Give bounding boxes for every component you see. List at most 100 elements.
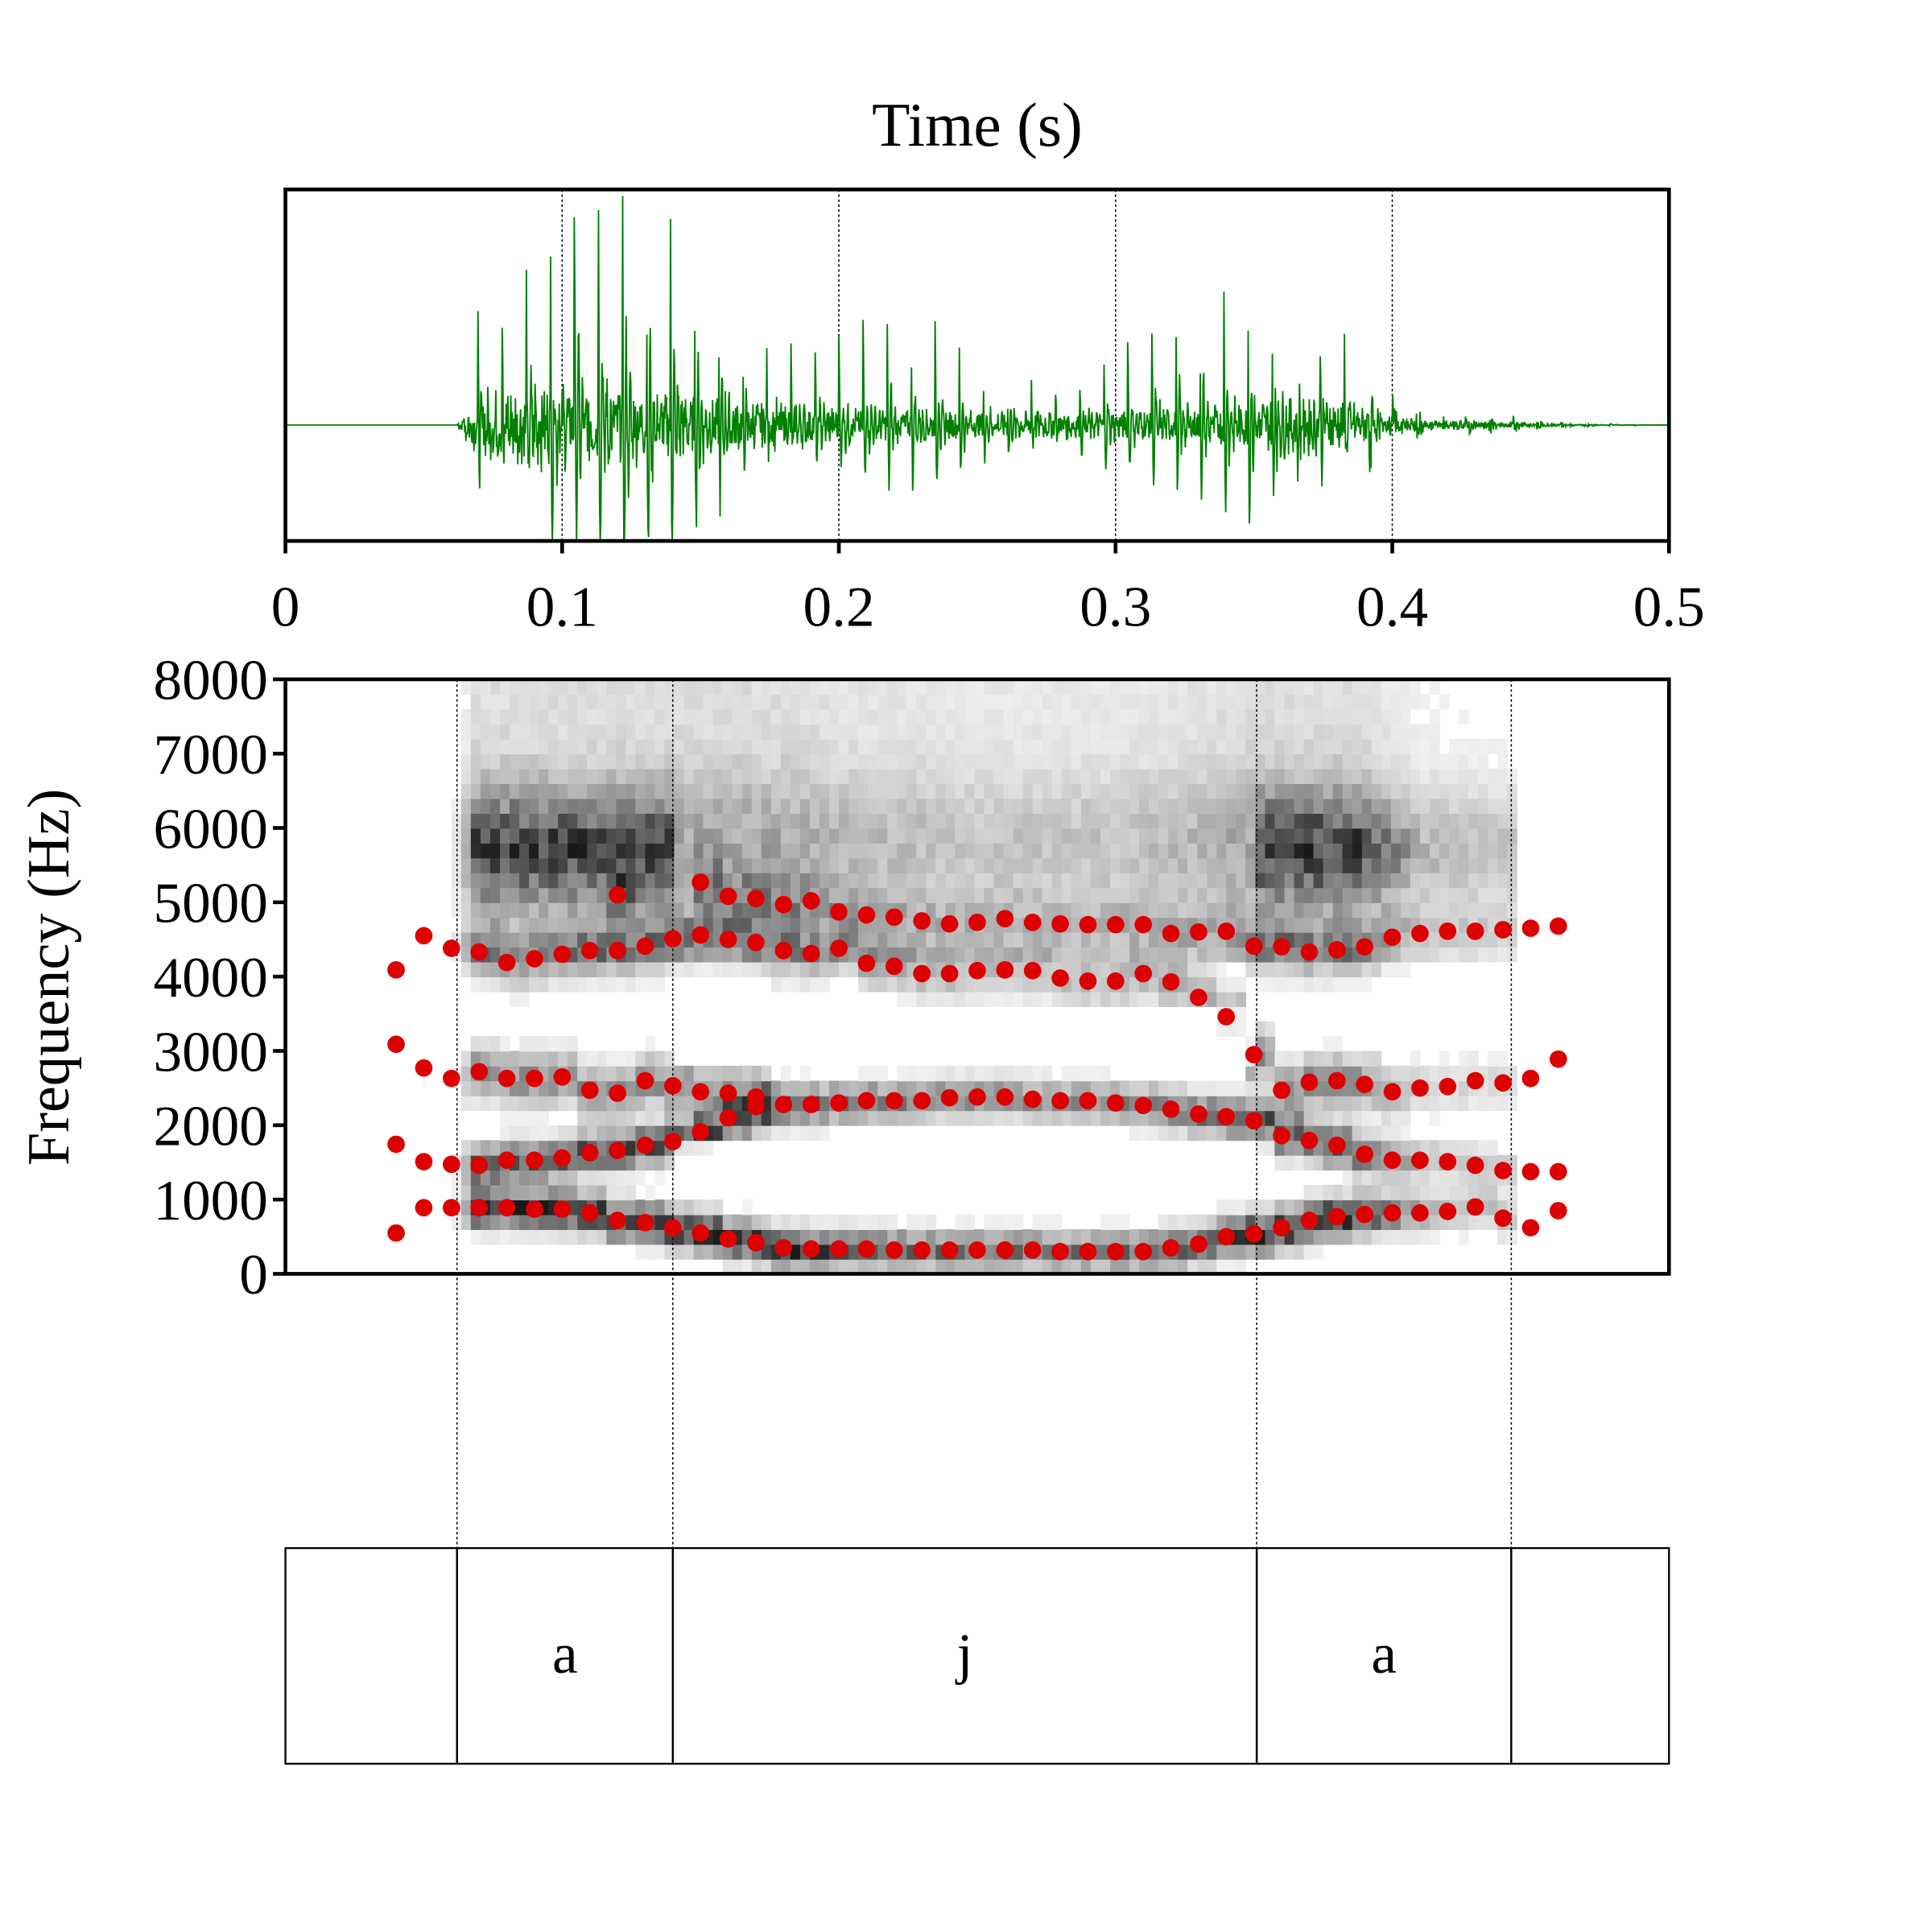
spectrogram-cell [539, 1110, 549, 1126]
spectrogram-cell [1148, 783, 1159, 799]
spectrogram-cell [984, 813, 995, 829]
spectrogram-cell [1400, 902, 1411, 919]
spectrogram-cell [460, 738, 472, 755]
spectrogram-cell [1187, 902, 1198, 919]
spectrogram-cell [509, 798, 520, 814]
spectrogram-cell [635, 798, 646, 814]
spectrogram-cell [935, 783, 947, 799]
formant-point-f4 [1245, 937, 1263, 956]
spectrogram-cell [460, 1154, 472, 1171]
spectrogram-cell [1361, 887, 1373, 903]
spectrogram-cell [568, 783, 578, 799]
spectrogram-cell [616, 708, 627, 725]
spectrogram-cell [1352, 1051, 1363, 1067]
spectrogram-cell [1342, 1095, 1353, 1112]
spectrogram-cell [1342, 1170, 1353, 1186]
spectrogram-cell [548, 798, 559, 814]
spectrogram-cell [489, 1140, 501, 1156]
spectrogram-cell [809, 798, 820, 814]
spectrogram-cell [539, 753, 549, 770]
spectrogram-cell [1381, 843, 1392, 859]
spectrogram-cell [1478, 1095, 1488, 1112]
spectrogram-cell [1303, 828, 1315, 844]
spectrogram-cell [1303, 902, 1315, 919]
spectrogram-cell [1361, 976, 1373, 993]
spectrogram-cell [1400, 857, 1411, 873]
formant-point-f3 [553, 1067, 572, 1086]
spectrogram-cell [460, 947, 472, 963]
spectrogram-cell [1478, 1140, 1488, 1156]
formant-point-f1 [940, 1241, 959, 1259]
spectrogram-cell [1080, 708, 1092, 725]
spectrogram-cell [993, 813, 1005, 829]
formant-point-f1 [1439, 1203, 1457, 1220]
spectrogram-cell [848, 679, 859, 696]
spectrogram-cell [470, 738, 481, 755]
spectrogram-cell [1371, 694, 1382, 710]
spectrogram-cell [539, 843, 549, 859]
spectrogram-cell [1042, 902, 1053, 919]
spectrogram-cell [1119, 947, 1130, 963]
spectrogram-cell [460, 857, 472, 873]
spectrogram-cell [722, 694, 733, 710]
spectrogram-cell [877, 931, 888, 948]
spectrogram-cell [587, 887, 597, 903]
spectrogram-cell [1245, 1065, 1256, 1082]
spectrogram-cell [790, 1125, 801, 1141]
spectrogram-cell [1274, 813, 1286, 829]
spectrogram-cell [926, 843, 936, 859]
formant-point-f3 [609, 1084, 626, 1102]
spectrogram-cell [906, 947, 917, 963]
spectrogram-cell [480, 1214, 491, 1230]
spectrogram-cell [1236, 887, 1247, 903]
spectrogram-cell [790, 976, 801, 993]
spectrogram-cell [780, 1125, 791, 1141]
spectrogram-cell [897, 828, 907, 844]
spectrogram-cell [625, 783, 637, 799]
spectrogram-cell [577, 872, 588, 889]
spectrogram-cell [1381, 724, 1392, 740]
formant-point-f5 [996, 910, 1014, 927]
spectrogram-cell [1390, 1184, 1402, 1201]
spectrogram-cell [1284, 961, 1295, 978]
spectrogram-cell [1410, 1170, 1421, 1186]
spectrogram-cell [955, 724, 966, 740]
spectrogram-cell [1071, 1065, 1082, 1082]
spectrogram-cell [548, 931, 559, 948]
spectrogram-cell [1449, 1170, 1459, 1186]
spectrogram-cell [1207, 1080, 1217, 1096]
spectrogram-cell [1042, 1259, 1053, 1275]
spectrogram-cell [1197, 1214, 1208, 1230]
formant-point-f1 [719, 1230, 737, 1248]
spectrogram-cell [1090, 857, 1101, 873]
spectrogram-cell [993, 1110, 1005, 1126]
spectrogram-cell [1100, 1080, 1111, 1096]
spectrogram-cell [1148, 708, 1159, 725]
spectrogram-cell [984, 1080, 995, 1096]
spectrogram-cell [1139, 931, 1150, 948]
spectrogram-cell [780, 828, 791, 844]
spectrogram-cell [1255, 679, 1266, 696]
spectrogram-cell [1119, 724, 1130, 740]
spectrogram-cell [616, 828, 627, 844]
spectrogram-cell [887, 887, 898, 903]
spectrogram-cell [519, 843, 530, 859]
spectrogram-cell [761, 753, 772, 770]
spectrogram-cell [519, 1036, 530, 1052]
spectrogram-cell [625, 738, 637, 755]
spectrogram-cell [974, 828, 985, 844]
spectrogram-cell [993, 887, 1005, 903]
spectrogram-cell [1226, 872, 1236, 889]
spectrogram-cell [1226, 1080, 1236, 1096]
formant-point-f1 [1327, 1208, 1346, 1226]
spectrogram-cell [712, 1244, 724, 1260]
spectrogram-cell [500, 694, 510, 710]
spectrogram-cell [635, 724, 646, 740]
spectrogram-cell [674, 902, 685, 919]
spectrogram-cell [1051, 902, 1063, 919]
spectrogram-cell [1197, 976, 1208, 993]
spectrogram-cell [606, 1170, 617, 1186]
spectrogram-cell [790, 813, 801, 829]
spectrogram-cell [761, 1065, 772, 1082]
spectrogram-cell [1459, 931, 1469, 948]
